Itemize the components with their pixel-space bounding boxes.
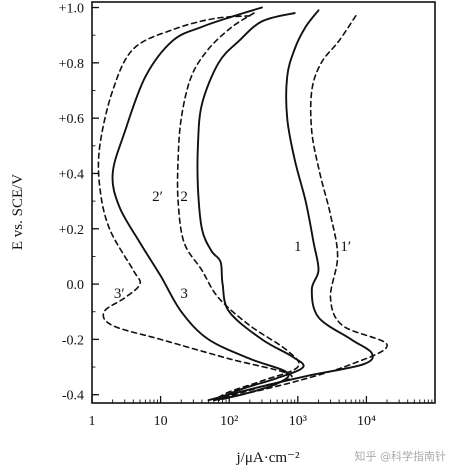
series-line-5 [111, 6, 290, 402]
x-tick-label: 10 [154, 414, 168, 429]
y-tick-label: +0.8 [59, 57, 84, 72]
x-tick-label: 10⁴ [357, 414, 376, 429]
y-tick-label: +0.2 [59, 223, 84, 238]
curve-label: 3 [180, 286, 188, 302]
y-axis-title: E vs. SCE/V [10, 174, 26, 250]
x-tick-label: 10³ [289, 414, 307, 429]
y-tick-label: -0.4 [62, 389, 84, 404]
x-axis-title: j/μA·cm⁻² [236, 450, 300, 466]
series-line-1 [207, 9, 374, 402]
watermark-text: 知乎 @科学指南针 [355, 449, 447, 463]
curve-label: 3′ [114, 286, 125, 302]
series-line-6 [97, 15, 293, 401]
curve-label: 1 [294, 239, 302, 255]
labels: 1 1′ 2 2′ 3 3′ [114, 189, 351, 302]
y-tick-label: +0.6 [59, 112, 84, 127]
curves [97, 6, 388, 402]
y-tick-label: +0.4 [59, 167, 84, 182]
series-line-2 [217, 15, 388, 401]
plot-frame [91, 1, 436, 404]
axes: 1 10 10² 10³ 10⁴ +1.0 +0.8 +0.6 +0.4 +0.2 0.0 -0.2 -… [59, 1, 436, 429]
x-tick-label: 10² [220, 414, 238, 429]
curve-label: 2′ [152, 189, 163, 205]
series-line-4 [176, 12, 300, 401]
series-line-3 [196, 12, 305, 402]
y-tick-label: -0.2 [62, 333, 84, 348]
curve-label: 2 [180, 189, 188, 205]
x-tick-label: 1 [89, 414, 96, 429]
curve-label: 1′ [340, 239, 351, 255]
y-tick-label: +1.0 [59, 2, 84, 17]
y-tick-label: 0.0 [67, 278, 85, 293]
